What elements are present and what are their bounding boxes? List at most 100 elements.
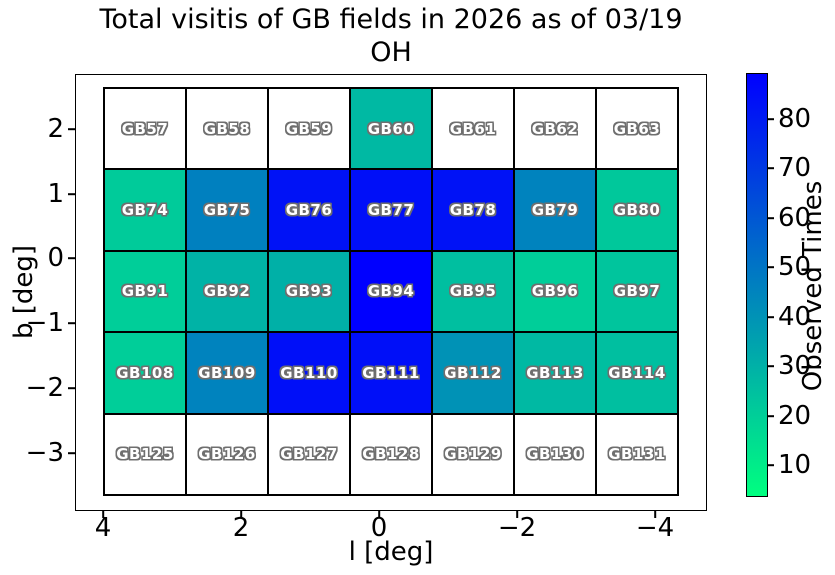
colorbar-tick-mark [768,316,774,318]
field-cell-label: GB94 [367,282,415,301]
field-cell-gb113: GB113 [514,332,596,414]
colorbar-tick-mark [768,217,774,219]
colorbar-tick-label: 60 [778,203,812,233]
colorbar-tick-mark [768,167,774,169]
field-cell-label: GB128 [362,445,420,464]
field-cell-gb77: GB77 [350,169,432,251]
y-axis-label: b [deg] [9,244,39,340]
chart-title: Total visitis of GB fields in 2026 as of… [75,3,707,69]
x-tick-mark [654,511,656,518]
field-cell-gb93: GB93 [268,250,350,333]
x-tick-label: −4 [635,513,675,543]
y-tick-label: −2 [25,373,64,403]
field-cell-gb91: GB91 [104,250,186,333]
x-tick-mark [378,511,380,518]
y-tick-mark [68,322,75,324]
field-cell-gb111: GB111 [350,332,432,414]
y-tick-label: −1 [25,308,64,338]
x-tick-label: 4 [94,513,112,543]
field-cell-label: GB61 [449,119,497,138]
field-cell-label: GB130 [526,445,584,464]
field-cell-gb126: GB126 [186,413,268,495]
field-cell-label: GB126 [198,445,256,464]
y-tick-label: 0 [47,243,64,273]
field-cell-gb60: GB60 [350,88,432,170]
x-tick-label: 2 [232,513,250,543]
field-cell-gb95: GB95 [432,250,514,333]
field-cell-label: GB76 [285,201,333,220]
field-cell-gb130: GB130 [514,413,596,495]
colorbar-tick-label: 30 [778,351,812,381]
field-cell-label: GB112 [444,363,502,382]
field-cell-gb125: GB125 [104,413,186,495]
field-cell-label: GB125 [116,445,174,464]
colorbar-tick-label: 70 [778,153,812,183]
field-cell-label: GB59 [285,119,333,138]
y-tick-label: 1 [47,179,64,209]
field-cell-gb128: GB128 [350,413,432,495]
field-cell-label: GB92 [203,282,251,301]
x-tick-mark [516,511,518,518]
field-cell-label: GB96 [531,282,579,301]
field-cell-gb57: GB57 [104,88,186,170]
field-cell-gb79: GB79 [514,169,596,251]
colorbar-label: Observed Times [798,180,828,392]
field-cell-gb129: GB129 [432,413,514,495]
colorbar [746,73,768,497]
field-cell-gb112: GB112 [432,332,514,414]
field-cell-label: GB60 [367,119,415,138]
field-cell-gb96: GB96 [514,250,596,333]
field-cell-label: GB93 [285,282,333,301]
field-cell-gb62: GB62 [514,88,596,170]
colorbar-tick-label: 10 [778,450,812,480]
colorbar-tick-mark [768,415,774,417]
chart-title-line2: OH [370,37,412,68]
field-cell-label: GB78 [449,201,497,220]
field-cell-label: GB58 [203,119,251,138]
field-cell-label: GB97 [613,282,661,301]
x-tick-mark [102,511,104,518]
colorbar-tick-mark [768,464,774,466]
field-cell-gb74: GB74 [104,169,186,251]
field-cell-gb76: GB76 [268,169,350,251]
field-cell-label: GB91 [121,282,169,301]
colorbar-tick-mark [768,365,774,367]
field-cell-label: GB108 [116,363,174,382]
field-cell-label: GB79 [531,201,579,220]
field-cell-label: GB131 [608,445,666,464]
field-cell-gb92: GB92 [186,250,268,333]
y-tick-mark [68,452,75,454]
field-cell-gb75: GB75 [186,169,268,251]
y-tick-mark [68,193,75,195]
field-cell-gb131: GB131 [596,413,678,495]
field-cell-label: GB114 [608,363,666,382]
field-cell-label: GB80 [613,201,661,220]
y-tick-mark [68,128,75,130]
field-cell-gb94: GB94 [350,250,432,333]
y-tick-mark [68,257,75,259]
field-cell-gb127: GB127 [268,413,350,495]
field-cell-label: GB74 [121,201,169,220]
field-cell-gb80: GB80 [596,169,678,251]
field-cell-label: GB110 [280,363,338,382]
x-tick-label: −2 [497,513,537,543]
field-cell-gb110: GB110 [268,332,350,414]
field-cell-label: GB75 [203,201,251,220]
field-cell-label: GB95 [449,282,497,301]
field-cell-gb61: GB61 [432,88,514,170]
field-cell-label: GB57 [121,119,169,138]
colorbar-tick-label: 50 [778,252,812,282]
field-cell-gb97: GB97 [596,250,678,333]
y-tick-label: 2 [47,114,64,144]
field-cell-label: GB77 [367,201,415,220]
field-cell-label: GB129 [444,445,502,464]
field-cell-label: GB127 [280,445,338,464]
colorbar-tick-label: 20 [778,401,812,431]
field-cell-label: GB111 [362,363,420,382]
field-cell-label: GB113 [526,363,584,382]
field-cell-gb63: GB63 [596,88,678,170]
field-cell-label: GB62 [531,119,579,138]
field-cell-gb58: GB58 [186,88,268,170]
field-cell-label: GB63 [613,119,661,138]
